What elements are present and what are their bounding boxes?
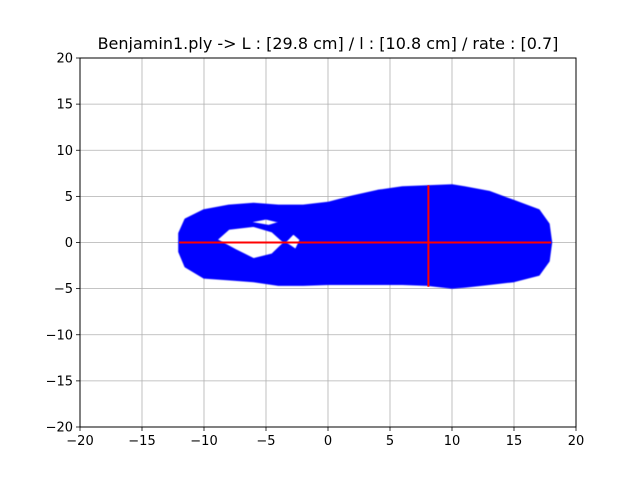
y-tick-label: −20 [46,421,73,436]
y-tick-label: 15 [56,98,73,113]
x-tick-label: 10 [444,434,461,449]
x-tick-label: −10 [190,434,217,449]
x-tick-label: 20 [568,434,585,449]
chart-title: Benjamin1.ply -> L : [29.8 cm] / l : [10… [98,34,559,53]
y-tick-label: −15 [46,374,73,389]
x-axis: −20 −15 −10 −5 0 5 10 15 20 [66,427,584,449]
y-tick-label: −10 [46,328,73,343]
measurement-lines [179,185,552,287]
x-tick-label: 5 [386,434,394,449]
x-tick-label: 15 [506,434,523,449]
y-tick-label: 5 [65,190,73,205]
x-tick-label: −20 [66,434,93,449]
y-tick-label: 20 [56,52,73,67]
y-tick-label: −5 [54,282,73,297]
x-tick-label: −15 [128,434,155,449]
x-tick-label: 0 [324,434,332,449]
x-tick-label: −5 [256,434,275,449]
y-tick-label: 0 [65,236,73,251]
y-axis: −20 −15 −10 −5 0 5 10 15 20 [46,52,80,436]
y-tick-label: 10 [56,144,73,159]
